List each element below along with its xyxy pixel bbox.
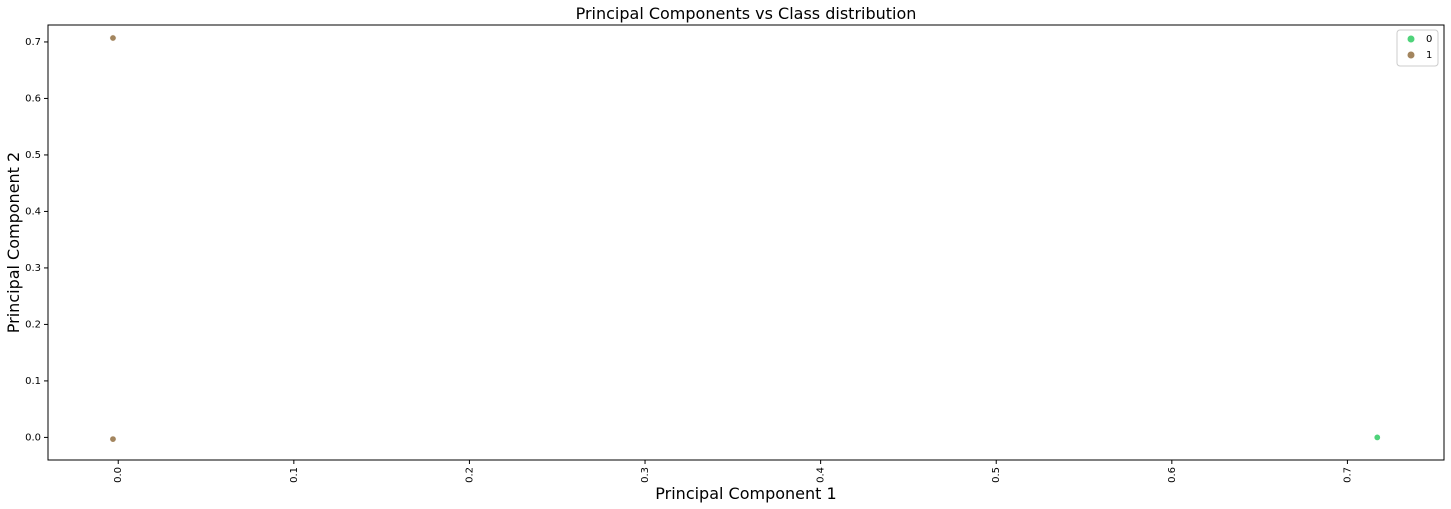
axis-ticks: 0.0 0.1 0.2 0.3 0.4 0.5 0.6 0.7 0.0 0.1 0.2 0.3 0.4 0…	[25, 37, 1353, 483]
legend-marker-0	[1407, 35, 1415, 43]
x-tick-label: 0.0	[113, 467, 124, 483]
x-tick-label: 0.4	[816, 467, 827, 483]
data-point-class-1	[109, 435, 117, 443]
data-point-class-0	[1373, 433, 1381, 441]
y-tick-label: 0.5	[25, 150, 41, 161]
plot-area-frame	[47, 24, 1445, 461]
legend: 01	[1396, 29, 1439, 67]
legend-label-1: 1	[1426, 50, 1432, 61]
x-tick-label: 0.6	[1167, 467, 1178, 483]
y-tick-label: 0.1	[25, 376, 41, 387]
x-axis-label: Principal Component 1	[655, 484, 836, 503]
y-axis-label: Principal Component 2	[4, 152, 23, 333]
x-tick-label: 0.7	[1342, 467, 1353, 483]
x-tick-label: 0.3	[640, 467, 651, 483]
legend-box	[1396, 29, 1439, 67]
y-tick-label: 0.0	[25, 432, 41, 443]
legend-label-0: 0	[1426, 34, 1432, 45]
x-tick-label: 0.2	[464, 467, 475, 483]
y-tick-label: 0.3	[25, 263, 41, 274]
data-points	[109, 34, 1381, 443]
y-tick-label: 0.2	[25, 319, 41, 330]
y-tick-label: 0.7	[25, 37, 41, 48]
data-point-class-1	[109, 34, 117, 42]
x-tick-label: 0.5	[991, 467, 1002, 483]
legend-marker-1	[1407, 51, 1415, 59]
x-tick-label: 0.1	[289, 467, 300, 483]
y-tick-label: 0.6	[25, 93, 41, 104]
chart-title: Principal Components vs Class distributi…	[576, 4, 917, 23]
y-tick-label: 0.4	[25, 206, 41, 217]
